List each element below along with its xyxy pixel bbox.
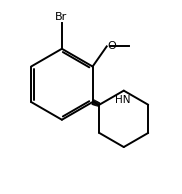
Text: O: O	[108, 41, 116, 51]
Text: HN: HN	[115, 95, 131, 105]
Text: Br: Br	[55, 12, 67, 22]
